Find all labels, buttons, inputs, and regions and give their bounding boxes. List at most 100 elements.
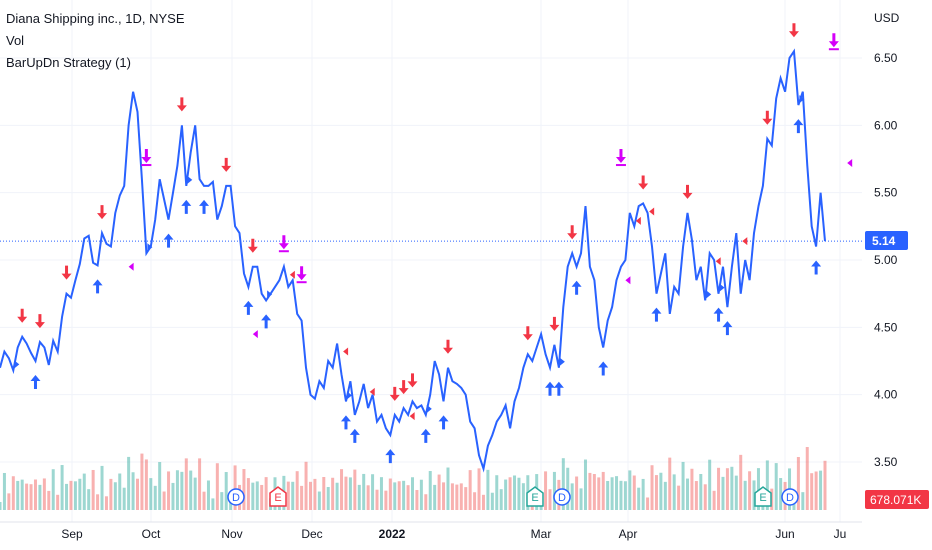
time-tick-label: Dec	[301, 527, 322, 541]
event-marker-label: D	[558, 492, 566, 504]
dividend-icon	[781, 488, 799, 506]
volume-bar	[158, 462, 162, 510]
strategy-indicator-label[interactable]: BarUpDn Strategy (1)	[6, 55, 131, 70]
volume-bar	[583, 459, 587, 510]
volume-bar	[552, 471, 556, 510]
event-marker-label: D	[232, 492, 240, 504]
buy-arrow-icon	[553, 381, 564, 396]
earnings-marker[interactable]: E	[754, 486, 772, 507]
last-price-badge	[865, 231, 908, 250]
earnings-marker[interactable]: E	[526, 486, 544, 507]
dividend-marker[interactable]: D	[553, 488, 571, 506]
volume-value: 678.071K	[870, 493, 921, 507]
volume-bar	[805, 447, 809, 510]
earnings-marker[interactable]: E	[269, 486, 287, 507]
volume-bar	[357, 484, 361, 510]
dividend-marker[interactable]: D	[227, 488, 245, 506]
volume-bar	[127, 456, 131, 510]
volume-bar	[167, 471, 171, 510]
buy-arrow-icon	[349, 428, 360, 443]
volume-bar	[566, 467, 570, 510]
volume-bar	[340, 469, 344, 510]
volume-bar	[69, 480, 73, 510]
buy-arrow-icon	[722, 321, 733, 336]
volume-bar	[313, 478, 317, 510]
volume-bar	[774, 463, 778, 510]
volume-bar	[122, 487, 126, 510]
time-tick-label: Mar	[531, 527, 552, 541]
exit-arrow-icon	[296, 266, 307, 281]
volume-bar	[725, 468, 729, 510]
volume-bar	[717, 467, 721, 510]
volume-bar	[419, 479, 423, 510]
volume-bar	[765, 460, 769, 510]
event-marker-label: E	[274, 492, 281, 504]
order-fill-icon	[289, 270, 295, 279]
order-fill-icon	[706, 290, 712, 299]
sell-arrow-icon	[407, 373, 418, 388]
volume-bar	[215, 463, 219, 510]
volume-bar	[153, 485, 157, 510]
volume-bar	[348, 477, 352, 510]
volume-bar	[694, 481, 698, 510]
volume-bar	[481, 494, 485, 510]
sell-arrow-icon	[762, 110, 773, 125]
dividend-icon	[227, 488, 245, 506]
dividend-marker[interactable]: D	[781, 488, 799, 506]
volume-bar	[87, 489, 91, 510]
volume-indicator-label[interactable]: Vol	[6, 33, 25, 48]
volume-bar	[504, 479, 508, 510]
volume-bar	[730, 466, 734, 510]
volume-bar	[721, 476, 725, 510]
sell-arrow-icon	[221, 157, 232, 172]
strategy-markers	[14, 23, 853, 464]
volume-bar	[322, 477, 326, 510]
volume-bar	[91, 469, 95, 510]
volume-bar	[113, 482, 117, 510]
sell-arrow-icon	[176, 97, 187, 112]
volume-bar	[2, 472, 6, 510]
volume-bar	[211, 498, 215, 510]
volume-bar	[162, 491, 166, 510]
volume-bar	[118, 473, 122, 510]
order-fill-icon	[625, 276, 631, 285]
volume-bar	[104, 496, 108, 510]
volume-bar	[468, 470, 472, 510]
symbol-title[interactable]: Diana Shipping inc., 1D, NYSE	[6, 11, 185, 26]
volume-bar	[708, 459, 712, 510]
price-tick-label: 5.50	[874, 186, 898, 200]
order-fill-icon	[799, 95, 805, 104]
buy-arrow-icon	[811, 260, 822, 275]
buy-arrow-icon	[793, 119, 804, 134]
buy-arrow-icon	[243, 300, 254, 315]
volume-bar	[544, 471, 548, 510]
sell-arrow-icon	[247, 238, 258, 253]
order-fill-icon	[187, 175, 193, 184]
volume-bar	[668, 457, 672, 510]
volume-bar	[206, 480, 210, 510]
volume-bar	[521, 483, 525, 510]
volume-bar	[459, 483, 463, 510]
volume-bar	[220, 492, 224, 510]
sell-arrow-icon	[398, 380, 409, 395]
volume-bar	[42, 478, 46, 510]
order-fill-icon	[346, 391, 352, 400]
time-tick-label: Ju	[834, 527, 847, 541]
order-fill-icon	[426, 404, 432, 413]
exit-arrow-icon	[141, 149, 152, 164]
last-price-value: 5.14	[872, 234, 896, 248]
order-fill-icon	[649, 207, 655, 216]
volume-bar	[734, 475, 738, 510]
volume-bar	[51, 469, 55, 510]
volume-bar	[16, 480, 20, 510]
price-scale[interactable]: USD 6.50 6.00 5.50 5.00 4.50 4.00 3.50 5.14 67…	[862, 0, 932, 522]
volume-bar	[464, 487, 468, 510]
time-scale[interactable]: Sep Oct Nov Dec 2022 Mar Apr Jun Ju	[0, 521, 862, 541]
volume-bar	[140, 453, 144, 510]
volume-bar	[144, 459, 148, 510]
volume-bar	[308, 481, 312, 510]
volume-bar	[362, 473, 366, 510]
volume-bar	[193, 477, 197, 510]
